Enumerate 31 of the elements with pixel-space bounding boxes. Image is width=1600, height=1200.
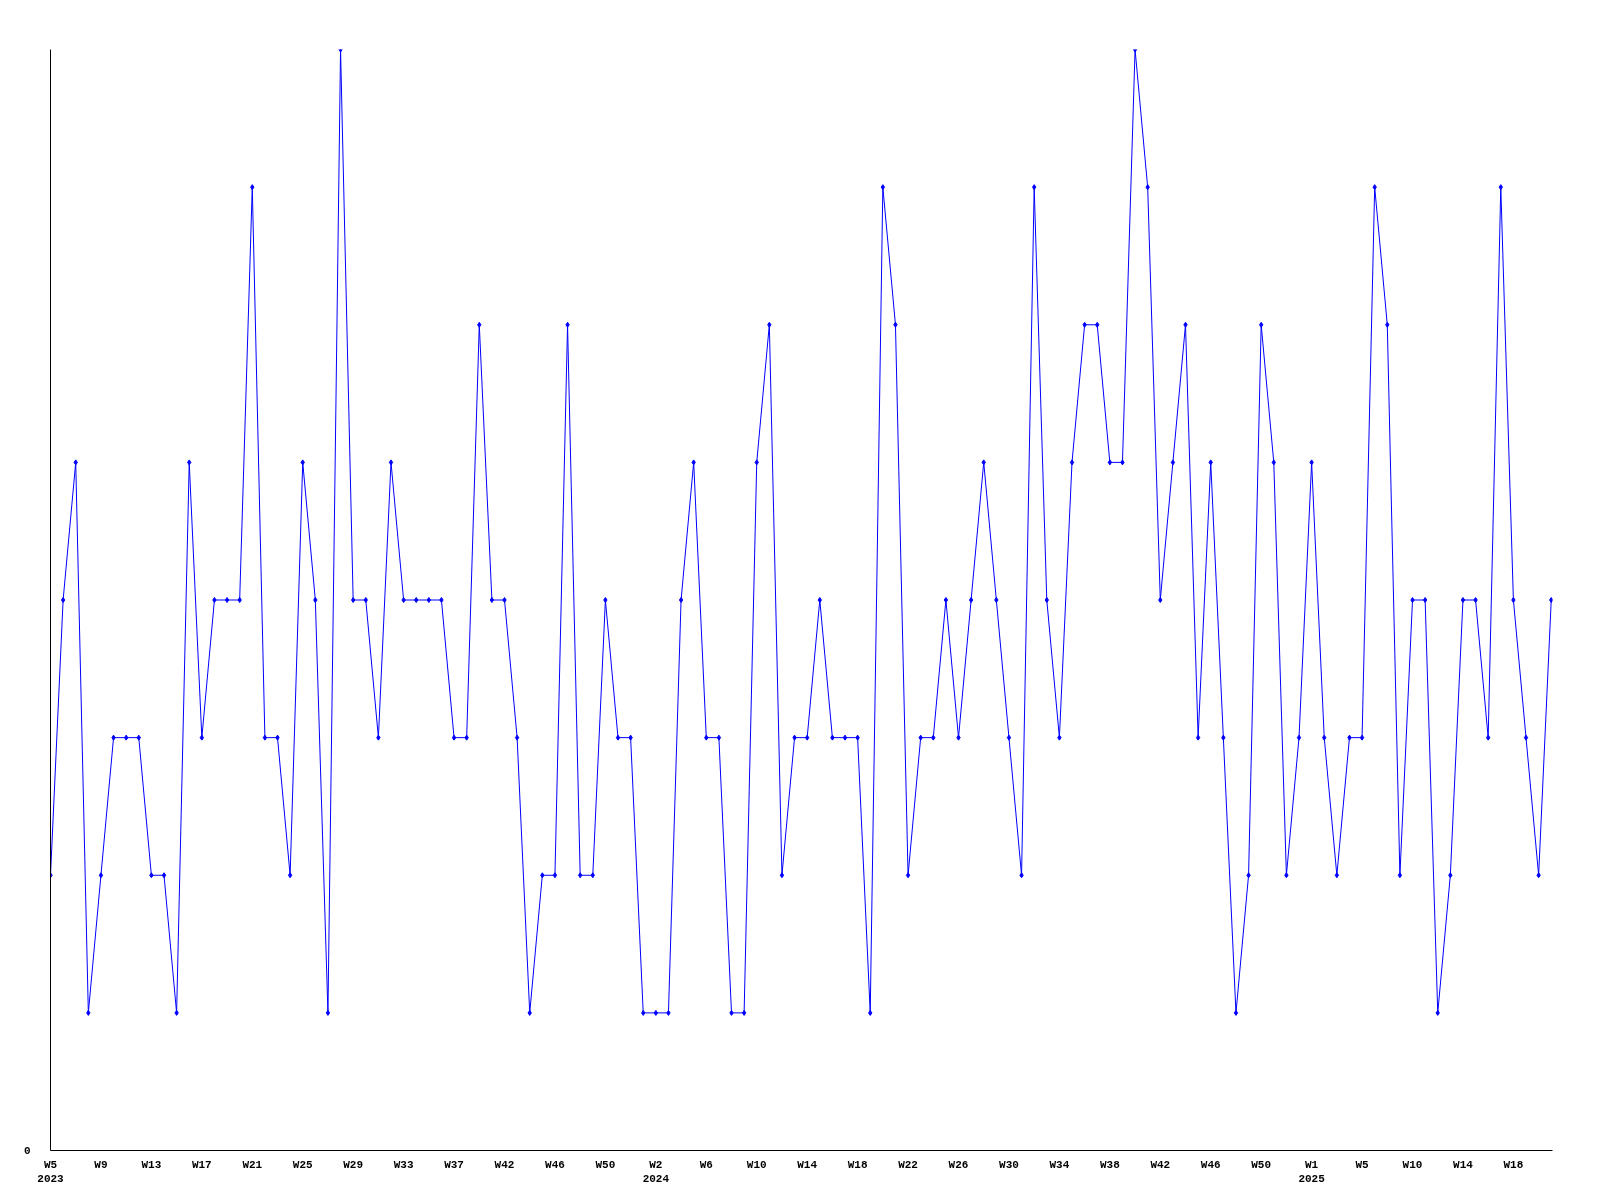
x-tick-label: W10 — [746, 1158, 767, 1171]
x-tick-label: W33 — [393, 1158, 414, 1171]
x-tick-label: W29 — [343, 1158, 364, 1171]
x-tick-label: W22 — [898, 1158, 918, 1171]
x-tick-label: W2 2024 — [642, 1158, 670, 1185]
x-tick-label: W14 — [797, 1158, 818, 1171]
x-tick-label: W37 — [444, 1158, 464, 1171]
x-tick-label: W18 — [1503, 1158, 1524, 1171]
x-tick-label: W5 2023 — [37, 1158, 65, 1185]
x-tick-label: W21 — [242, 1158, 263, 1171]
x-tick-label: W46 — [1200, 1158, 1221, 1171]
x-tick-label: W34 — [1049, 1158, 1070, 1171]
x-tick-label: W26 — [948, 1158, 969, 1171]
x-tick-label: W50 — [595, 1158, 616, 1171]
x-tick-label: W38 — [1099, 1158, 1121, 1171]
x-tick-label: W1 2025 — [1298, 1158, 1326, 1185]
x-tick-label: W42 — [494, 1158, 515, 1171]
x-tick-label: W13 — [141, 1158, 162, 1171]
text: 0 — [23, 1145, 31, 1157]
x-tick-label: W42 — [1150, 1158, 1171, 1171]
x-tick-label: W6 — [699, 1158, 713, 1171]
x-tick-label: W9 — [94, 1158, 108, 1171]
x-tick-label: W25 — [292, 1158, 314, 1171]
x-tick-label: W14 — [1453, 1158, 1474, 1171]
x-tick-label: W30 — [999, 1158, 1019, 1171]
x-tick-label: W5 — [1355, 1158, 1370, 1171]
x-tick-label: W10 — [1402, 1158, 1423, 1171]
x-tick-label: W46 — [545, 1158, 565, 1171]
x-tick-label: W18 — [847, 1158, 868, 1171]
x-tick-label: W17 — [191, 1158, 212, 1171]
x-tick-label: W50 — [1251, 1158, 1272, 1171]
